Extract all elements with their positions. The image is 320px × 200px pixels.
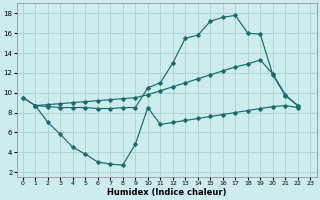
X-axis label: Humidex (Indice chaleur): Humidex (Indice chaleur) — [107, 188, 226, 197]
